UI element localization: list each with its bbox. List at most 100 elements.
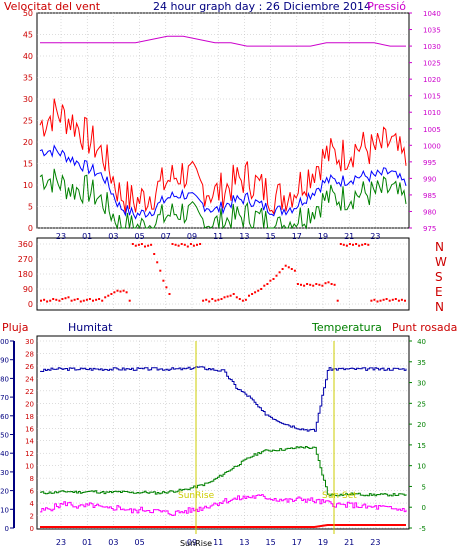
direction-point <box>217 298 220 301</box>
direction-point <box>232 293 235 295</box>
pressure-tick-label: 1025 <box>423 60 441 68</box>
direction-tick-label: 0 <box>28 300 33 309</box>
direction-point <box>300 283 302 286</box>
direction-point <box>235 296 238 299</box>
lower-hour-label: 05 <box>135 538 145 547</box>
lower-hour-label: 21 <box>344 538 354 547</box>
mid-tick-label: 14 <box>25 438 34 446</box>
direction-point <box>229 294 232 297</box>
direction-point <box>400 298 403 301</box>
compass-n-top: N <box>435 240 444 254</box>
temperature-label: Temperatura <box>311 321 382 334</box>
direction-point <box>260 288 263 290</box>
pressure-tick-label: 1005 <box>423 126 441 134</box>
lower-hour-label: 09 <box>187 538 197 547</box>
direction-point <box>46 300 49 303</box>
direction-point <box>140 243 143 245</box>
direction-point <box>324 282 327 285</box>
temperature-tick-label: 30 <box>417 380 426 388</box>
direction-point <box>214 299 217 302</box>
direction-point <box>202 299 205 302</box>
humidity-tick-label: 100 <box>0 338 9 346</box>
mid-tick-label: 2 <box>30 513 34 521</box>
direction-point <box>168 293 171 295</box>
wind-hour-label: 07 <box>161 232 171 241</box>
wind-avg-line <box>39 144 407 220</box>
direction-point <box>79 300 82 303</box>
lower-hour-label: 15 <box>266 538 276 547</box>
direction-point <box>116 289 119 292</box>
wind-hour-label: 05 <box>135 232 145 241</box>
direction-point <box>150 243 153 246</box>
direction-tick-label: 360 <box>18 240 33 249</box>
pressure-tick-label: 985 <box>423 192 436 200</box>
direction-point <box>254 291 257 294</box>
humidity-label: Humitat <box>68 321 113 334</box>
direction-point <box>370 299 373 302</box>
direction-point <box>177 244 180 247</box>
mid-tick-label: 0 <box>30 525 34 533</box>
compass-w: W <box>435 255 447 269</box>
direction-point <box>394 298 397 300</box>
lower-hour-label: 19 <box>318 538 328 547</box>
direction-point <box>107 294 110 297</box>
direction-point <box>43 298 46 301</box>
sunset-label: Sun Set <box>322 491 357 501</box>
direction-point <box>171 243 174 245</box>
pressure-tick-label: 1000 <box>423 142 441 150</box>
humidity-tick-label: 10 <box>0 506 9 514</box>
chart-title: 24 hour graph day : 26 Diciembre 2014 <box>153 0 371 13</box>
direction-point <box>348 243 351 245</box>
direction-point <box>58 299 61 302</box>
direction-point <box>67 296 70 299</box>
direction-point <box>64 297 67 300</box>
direction-point <box>330 283 333 285</box>
direction-tick-label: 90 <box>23 285 33 294</box>
wind-low-line <box>39 168 407 230</box>
direction-point <box>40 299 42 302</box>
direction-point <box>373 298 376 301</box>
direction-point <box>287 266 290 269</box>
compass-e: E <box>435 285 443 299</box>
lower-hour-label: 23 <box>56 538 66 547</box>
direction-point <box>199 243 202 245</box>
direction-point <box>220 298 223 300</box>
direction-point <box>318 283 321 286</box>
pressure-tick-label: 1010 <box>423 109 441 117</box>
mid-tick-label: 10 <box>25 463 34 471</box>
direction-point <box>153 253 156 255</box>
lower-hour-label: 11 <box>213 538 223 547</box>
direction-point <box>364 243 367 245</box>
pressure-tick-label: 995 <box>423 159 436 167</box>
wind-tick-label: 0 <box>28 224 33 233</box>
direction-point <box>180 243 183 245</box>
temperature-tick-label: 10 <box>417 463 426 471</box>
direction-point <box>382 298 385 301</box>
lower-hour-label: 23 <box>370 538 380 547</box>
direction-point <box>196 243 198 246</box>
humidity-tick-label: 40 <box>0 450 9 458</box>
temperature-tick-label: 40 <box>417 338 426 346</box>
mid-tick-label: 8 <box>30 475 34 483</box>
direction-point <box>189 243 192 245</box>
direction-point <box>352 243 354 246</box>
wind-hour-label: 09 <box>187 232 197 241</box>
direction-point <box>266 283 269 285</box>
direction-point <box>110 293 113 295</box>
direction-point <box>361 243 364 246</box>
direction-point <box>159 269 162 272</box>
compass-n-bottom: N <box>435 300 444 314</box>
direction-point <box>144 245 146 248</box>
dewpoint-label: Punt rosada <box>392 321 457 334</box>
humidity-tick-label: 0 <box>5 525 9 533</box>
direction-point <box>379 299 382 302</box>
wind-hour-label: 03 <box>108 232 118 241</box>
direction-point <box>312 284 315 287</box>
direction-point <box>367 243 370 246</box>
direction-point <box>355 243 358 245</box>
direction-point <box>88 298 91 300</box>
pressure-tick-label: 1030 <box>423 43 441 51</box>
direction-point <box>208 300 211 303</box>
temperature-tick-label: 15 <box>417 442 426 450</box>
